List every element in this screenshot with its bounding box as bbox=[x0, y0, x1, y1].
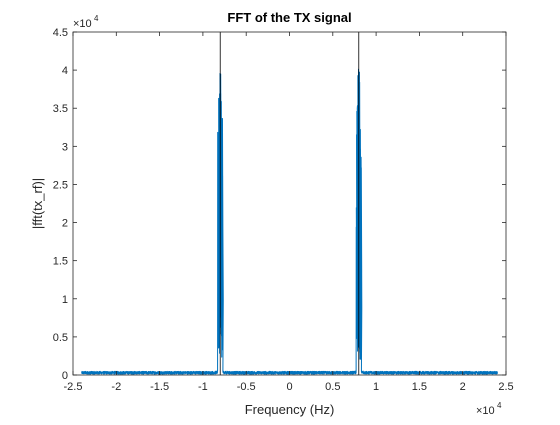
x-tick-label: 1 bbox=[373, 381, 379, 393]
x-tick-label: -2.5 bbox=[64, 381, 83, 393]
y-tick-label: 4 bbox=[62, 65, 68, 77]
x-tick-label: -1.5 bbox=[150, 381, 169, 393]
x-tick-label: 0.5 bbox=[325, 381, 340, 393]
x-axis-label: Frequency (Hz) bbox=[245, 402, 335, 417]
y-axis-ticks: 0 0.5 1 1.5 2 2.5 3 3.5 4 4.5 bbox=[53, 27, 506, 382]
y-tick-label: 2.5 bbox=[53, 179, 68, 191]
y-exponent-label: ×10 4 bbox=[73, 14, 99, 30]
axes-background bbox=[73, 32, 506, 375]
y-tick-label: 1 bbox=[62, 294, 68, 306]
x-exponent-power: 4 bbox=[497, 401, 502, 410]
y-tick-label: 0.5 bbox=[53, 332, 68, 344]
x-tick-label: 2 bbox=[460, 381, 466, 393]
y-tick-label: 4.5 bbox=[53, 27, 68, 39]
y-tick-label: 1.5 bbox=[53, 256, 68, 268]
chart-title: FFT of the TX signal bbox=[227, 10, 351, 25]
x-tick-label: 0 bbox=[286, 381, 292, 393]
y-tick-label: 3 bbox=[62, 141, 68, 153]
x-exponent-label: ×10 4 bbox=[476, 401, 502, 417]
x-tick-label: -1 bbox=[198, 381, 208, 393]
y-exponent-base: ×10 bbox=[73, 18, 92, 30]
y-tick-label: 2 bbox=[62, 218, 68, 230]
x-exponent-base: ×10 bbox=[476, 405, 495, 417]
x-tick-label: 2.5 bbox=[498, 381, 513, 393]
x-tick-label: 1.5 bbox=[412, 381, 427, 393]
y-tick-label: 0 bbox=[62, 370, 68, 382]
y-axis-label: |fft(tx_rf)| bbox=[30, 178, 45, 229]
vertical-marker-lines bbox=[219, 32, 360, 375]
x-tick-label: -2 bbox=[111, 381, 121, 393]
y-tick-label: 3.5 bbox=[53, 103, 68, 115]
y-exponent-power: 4 bbox=[94, 14, 99, 23]
x-tick-label: -0.5 bbox=[237, 381, 256, 393]
x-axis-ticks: -2.5 -2 -1.5 -1 -0.5 0 0.5 1 1.5 2 2.5 bbox=[64, 32, 514, 393]
plot-area bbox=[73, 32, 506, 375]
